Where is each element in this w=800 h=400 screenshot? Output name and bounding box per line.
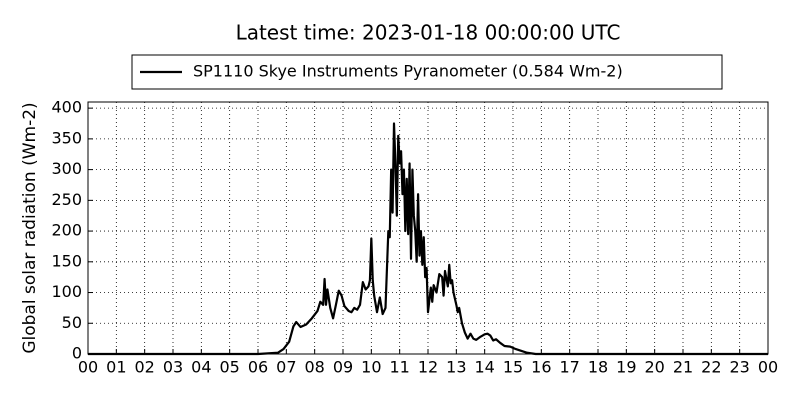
x-tick-label: 14 — [474, 358, 494, 377]
y-tick-label: 350 — [51, 128, 82, 147]
x-tick-label: 15 — [503, 358, 523, 377]
x-tick-label: 00 — [758, 358, 778, 377]
y-tick-label: 100 — [51, 282, 82, 301]
y-tick-label: 0 — [72, 344, 82, 363]
x-tick-label: 17 — [559, 358, 579, 377]
y-tick-label: 300 — [51, 159, 82, 178]
x-tick-label: 03 — [163, 358, 183, 377]
x-tick-label: 12 — [418, 358, 438, 377]
x-tick-label: 01 — [106, 358, 126, 377]
x-tick-label: 18 — [588, 358, 608, 377]
x-tick-label: 00 — [78, 358, 98, 377]
x-tick-label: 21 — [673, 358, 693, 377]
data-line — [88, 122, 768, 356]
x-tick-label: 05 — [219, 358, 239, 377]
x-tick-label: 09 — [333, 358, 353, 377]
x-tick-label: 04 — [191, 358, 211, 377]
y-tick-label: 50 — [62, 313, 82, 332]
x-tick-label: 16 — [531, 358, 551, 377]
legend-box — [131, 54, 723, 90]
x-tick-label: 02 — [134, 358, 154, 377]
x-tick-label: 06 — [248, 358, 268, 377]
y-tick-label: 200 — [51, 221, 82, 240]
y-tick-label: 250 — [51, 190, 82, 209]
x-tick-label: 11 — [389, 358, 409, 377]
x-tick-label: 23 — [729, 358, 749, 377]
x-tick-label: 10 — [361, 358, 381, 377]
chart-title: Latest time: 2023-01-18 00:00:00 UTC — [236, 21, 621, 45]
x-tick-label: 20 — [644, 358, 664, 377]
x-tick-label: 07 — [276, 358, 296, 377]
y-tick-label: 400 — [51, 98, 82, 117]
y-tick-label: 150 — [51, 251, 82, 270]
x-tick-label: 13 — [446, 358, 466, 377]
legend-label: SP1110 Skye Instruments Pyranometer (0.5… — [193, 62, 623, 81]
plot-frame — [87, 101, 769, 355]
x-tick-label: 08 — [304, 358, 324, 377]
y-axis-label: Global solar radiation (Wm-2) — [20, 102, 40, 353]
x-tick-label: 22 — [701, 358, 721, 377]
x-tick-label: 19 — [616, 358, 636, 377]
